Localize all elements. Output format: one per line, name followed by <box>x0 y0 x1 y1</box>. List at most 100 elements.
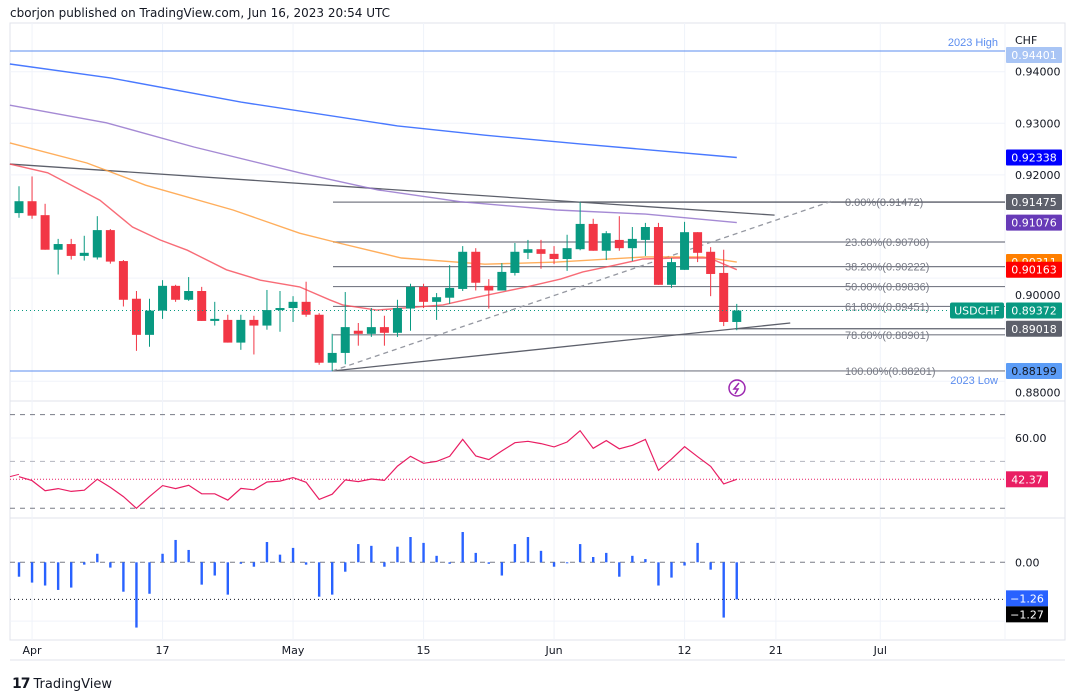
histogram-bar[interactable] <box>43 562 47 586</box>
candle-down[interactable] <box>419 286 429 302</box>
histogram-bar[interactable] <box>735 562 738 600</box>
candle-up[interactable] <box>601 233 611 251</box>
histogram-bar[interactable] <box>709 562 712 570</box>
rsi-line[interactable] <box>18 429 737 510</box>
histogram-bar[interactable] <box>657 562 660 586</box>
candle-down[interactable] <box>353 330 363 334</box>
histogram-bar[interactable] <box>435 555 438 563</box>
trend-line-dashed[interactable] <box>331 199 835 372</box>
candle-up[interactable] <box>262 310 272 326</box>
candle-down[interactable] <box>693 232 703 253</box>
candle-up[interactable] <box>458 251 468 289</box>
footer-brand[interactable]: 17 TradingView <box>12 676 112 692</box>
histogram-bar[interactable] <box>30 562 34 583</box>
candle-up[interactable] <box>184 291 194 300</box>
candle-down[interactable] <box>66 244 76 256</box>
histogram-bar[interactable] <box>226 562 229 595</box>
histogram-bar[interactable] <box>70 562 73 588</box>
histogram-bar[interactable] <box>56 562 60 590</box>
histogram-bar[interactable] <box>174 539 177 563</box>
histogram-bar[interactable] <box>722 562 725 618</box>
candle-down[interactable] <box>614 239 624 249</box>
histogram-bar[interactable] <box>200 562 203 585</box>
moving-average-line[interactable] <box>9 142 737 265</box>
histogram-bar[interactable] <box>409 537 412 563</box>
histogram-bar[interactable] <box>696 542 699 563</box>
histogram-bar[interactable] <box>592 557 595 563</box>
candle-up[interactable] <box>510 251 520 273</box>
histogram-bar[interactable] <box>552 562 556 567</box>
candle-up[interactable] <box>92 230 102 258</box>
histogram-bar[interactable] <box>631 555 634 563</box>
candle-up[interactable] <box>366 327 376 334</box>
candle-down[interactable] <box>706 251 716 274</box>
candle-down[interactable] <box>249 319 259 326</box>
candle-down[interactable] <box>719 272 729 322</box>
histogram-bar[interactable] <box>17 562 21 577</box>
moving-average-line[interactable] <box>9 104 737 224</box>
candle-up[interactable] <box>523 249 533 253</box>
histogram-bar[interactable] <box>461 532 464 563</box>
histogram-bar[interactable] <box>291 547 295 563</box>
candle-up[interactable] <box>627 238 637 249</box>
candle-down[interactable] <box>171 285 181 300</box>
candle-down[interactable] <box>588 223 598 251</box>
histogram-bar[interactable] <box>122 562 125 592</box>
histogram-bar[interactable] <box>487 562 490 564</box>
candle-up[interactable] <box>53 244 63 250</box>
histogram-bar[interactable] <box>187 549 190 563</box>
lightning-icon[interactable] <box>728 379 746 397</box>
histogram-bar[interactable] <box>578 544 582 563</box>
histogram-bar[interactable] <box>265 542 269 563</box>
histogram-bar[interactable] <box>513 544 517 563</box>
candle-up[interactable] <box>445 287 455 298</box>
candle-up[interactable] <box>79 252 89 256</box>
candle-up[interactable] <box>288 301 298 309</box>
candle-down[interactable] <box>118 261 128 300</box>
candle-down[interactable] <box>471 251 481 283</box>
candle-up[interactable] <box>432 297 442 302</box>
candle-up[interactable] <box>406 286 415 309</box>
histogram-bar[interactable] <box>370 545 373 563</box>
histogram-bar[interactable] <box>422 542 425 563</box>
histogram-bar[interactable] <box>396 546 399 563</box>
histogram-bar[interactable] <box>644 559 647 563</box>
candle-down[interactable] <box>105 230 115 262</box>
candle-up[interactable] <box>562 248 572 260</box>
candle-down[interactable] <box>197 291 207 321</box>
histogram-bar[interactable] <box>474 552 477 563</box>
candle-up[interactable] <box>14 201 24 214</box>
histogram-bar[interactable] <box>161 553 164 563</box>
histogram-bar[interactable] <box>357 544 360 563</box>
histogram-bar[interactable] <box>618 562 621 577</box>
candle-down[interactable] <box>223 319 233 343</box>
candle-down[interactable] <box>131 298 141 335</box>
histogram-bar[interactable] <box>526 537 530 563</box>
candle-down[interactable] <box>653 227 663 285</box>
histogram-bar[interactable] <box>331 562 334 595</box>
candle-down[interactable] <box>536 249 546 254</box>
candle-up[interactable] <box>158 285 168 311</box>
histogram-bar[interactable] <box>304 562 308 565</box>
histogram-bar[interactable] <box>213 562 216 576</box>
histogram-bar[interactable] <box>670 562 673 578</box>
candle-up[interactable] <box>275 308 285 311</box>
trend-line-solid[interactable] <box>9 163 775 216</box>
histogram-bar[interactable] <box>135 562 138 628</box>
histogram-bar[interactable] <box>605 552 608 563</box>
histogram-bar[interactable] <box>344 562 347 572</box>
histogram-bar[interactable] <box>539 550 543 563</box>
histogram-bar[interactable] <box>565 562 569 564</box>
histogram-bar[interactable] <box>278 554 282 563</box>
histogram-bar[interactable] <box>239 562 243 564</box>
trend-line-solid[interactable] <box>332 322 791 372</box>
histogram-bar[interactable] <box>448 562 451 564</box>
histogram-bar[interactable] <box>148 562 151 594</box>
candle-down[interactable] <box>27 201 37 216</box>
candle-down[interactable] <box>549 253 559 260</box>
candle-up[interactable] <box>732 310 742 322</box>
candle-up[interactable] <box>327 352 337 363</box>
histogram-bar[interactable] <box>683 562 686 566</box>
candle-down[interactable] <box>484 285 494 291</box>
